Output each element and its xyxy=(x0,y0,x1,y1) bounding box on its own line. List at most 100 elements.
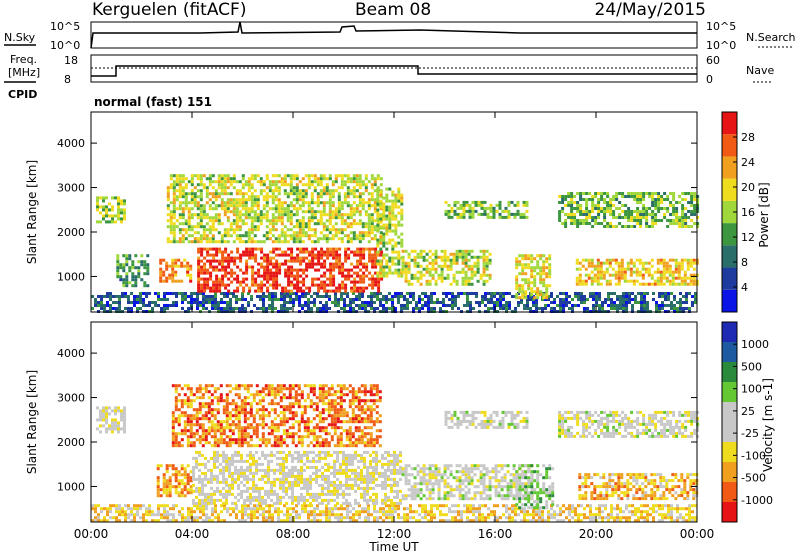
scatter-region xyxy=(558,192,700,228)
colorbar-tick-label: 20 xyxy=(741,181,755,194)
nsky-tick-top: 10^5 xyxy=(50,20,80,33)
x-tick-label: 12:00 xyxy=(377,527,412,541)
scatter-region xyxy=(444,200,529,219)
power-ylabel: Slant Range [km] xyxy=(25,160,39,264)
freq-label-2: [MHz] xyxy=(8,66,40,79)
nsearch-tick-bottom: 10^0 xyxy=(706,39,736,52)
scatter-region xyxy=(96,406,126,434)
nsky-trace xyxy=(90,21,697,49)
colorbar-swatch xyxy=(722,442,737,462)
x-tick-label: 00:00 xyxy=(74,527,109,541)
scatter-region xyxy=(558,410,700,438)
y-tick-label: 3000 xyxy=(57,182,85,195)
colorbar-swatch xyxy=(722,178,737,201)
scatter-region xyxy=(159,258,193,283)
colorbar-swatch xyxy=(722,402,737,422)
y-tick-label: 4000 xyxy=(57,347,85,360)
y-tick-label: 1000 xyxy=(57,480,85,493)
nsearch-label: N.Search xyxy=(746,31,796,44)
scatter-region xyxy=(515,254,552,300)
nsky-panel: N.Sky 10^5 10^0 10^5 10^0 N.Search xyxy=(4,20,796,52)
freq-tick-top: 18 xyxy=(64,54,78,67)
y-tick-label: 3000 xyxy=(57,392,85,405)
velocity-ylabel: Slant Range [km] xyxy=(25,370,39,474)
scatter-region xyxy=(116,254,150,288)
cpid-text: normal (fast) 151 xyxy=(94,95,212,109)
x-tick-label: 00:00 xyxy=(680,527,715,541)
colorbar-swatch xyxy=(722,322,737,342)
colorbar-swatch xyxy=(722,422,737,442)
colorbar-swatch xyxy=(722,245,737,268)
power-colorbar-label: Power [dB] xyxy=(757,182,771,247)
scatter-region xyxy=(401,249,492,286)
y-tick-label: 2000 xyxy=(57,226,85,239)
colorbar-swatch xyxy=(722,267,737,290)
scatter-region xyxy=(171,384,382,448)
velocity-panel: 1000 2000 3000 4000 Slant Range [km] xyxy=(25,321,700,523)
colorbar-swatch xyxy=(722,362,737,382)
scatter-region xyxy=(401,464,534,501)
colorbar-tick-label: 24 xyxy=(741,156,755,169)
colorbar-tick-label: -25 xyxy=(741,427,759,440)
y-tick-label: 2000 xyxy=(57,436,85,449)
colorbar-swatch xyxy=(722,223,737,246)
freq-panel: Freq. [MHz] 18 8 60 0 Nave CPID normal (… xyxy=(4,53,774,109)
scatter-region xyxy=(96,196,126,224)
colorbar-tick-label: 4 xyxy=(741,281,748,294)
power-colorbar: 4 8 12 16 20 24 28 xyxy=(721,111,755,313)
colorbar-swatch xyxy=(722,289,737,312)
freq-tick-bottom: 8 xyxy=(64,73,71,86)
colorbar-tick-label: -1000 xyxy=(741,494,773,507)
x-tick-label: 20:00 xyxy=(579,527,614,541)
colorbar-swatch xyxy=(722,342,737,362)
nsky-label: N.Sky xyxy=(4,31,36,44)
colorbar-swatch xyxy=(722,462,737,482)
colorbar-tick-label: 500 xyxy=(741,360,762,373)
velocity-colorbar: -1000 -500 -100 -25 25 100 500 1000 xyxy=(721,321,773,523)
colorbar-tick-label: -100 xyxy=(741,449,766,462)
time-axis: 00:00 04:00 08:00 12:00 16:00 20:00 00:00 xyxy=(74,527,715,541)
y-tick-label: 1000 xyxy=(57,270,85,283)
nave-tick-bottom: 0 xyxy=(706,73,713,86)
freq-trace xyxy=(91,65,697,77)
colorbar-swatch xyxy=(722,382,737,402)
station-title: Kerguelen (fitACF) xyxy=(92,0,247,20)
colorbar-tick-label: 12 xyxy=(741,231,755,244)
x-tick-label: 04:00 xyxy=(175,527,210,541)
colorbar-tick-label: 25 xyxy=(741,405,755,418)
colorbar-swatch xyxy=(722,134,737,157)
nsky-tick-bottom: 10^0 xyxy=(50,39,80,52)
scatter-region xyxy=(192,450,402,505)
scatter-region xyxy=(444,410,529,429)
cpid-label: CPID xyxy=(8,88,37,101)
scatter-region xyxy=(156,464,193,498)
colorbar-swatch xyxy=(722,502,737,522)
velocity-colorbar-label: Velocity [m s-1] xyxy=(761,378,775,472)
scatter-region xyxy=(578,473,699,501)
colorbar-swatch xyxy=(722,200,737,224)
scatter-region xyxy=(515,464,555,510)
colorbar-tick-label: 8 xyxy=(741,256,748,269)
colorbar-swatch xyxy=(722,482,737,502)
colorbar-tick-label: 100 xyxy=(741,383,762,396)
scatter-region xyxy=(91,504,697,523)
colorbar-swatch xyxy=(722,156,737,179)
colorbar-tick-label: 28 xyxy=(741,131,755,144)
power-panel: 1000 2000 3000 4000 Slant Range [km] xyxy=(25,111,700,313)
date-title: 24/May/2015 xyxy=(594,0,707,20)
nsearch-tick-top: 10^5 xyxy=(706,20,736,33)
colorbar-swatch xyxy=(722,112,737,135)
nave-tick-top: 60 xyxy=(706,54,720,67)
time-axis-label: Time UT xyxy=(368,540,419,554)
x-tick-label: 16:00 xyxy=(478,527,513,541)
colorbar-tick-label: 1000 xyxy=(741,338,769,351)
colorbar-tick-label: 16 xyxy=(741,206,755,219)
scatter-region xyxy=(197,247,384,293)
scatter-region xyxy=(166,174,383,244)
beam-title: Beam 08 xyxy=(355,0,432,20)
freq-label-1: Freq. xyxy=(10,53,37,66)
scatter-region xyxy=(575,258,699,286)
colorbar-tick-label: -500 xyxy=(741,472,766,485)
